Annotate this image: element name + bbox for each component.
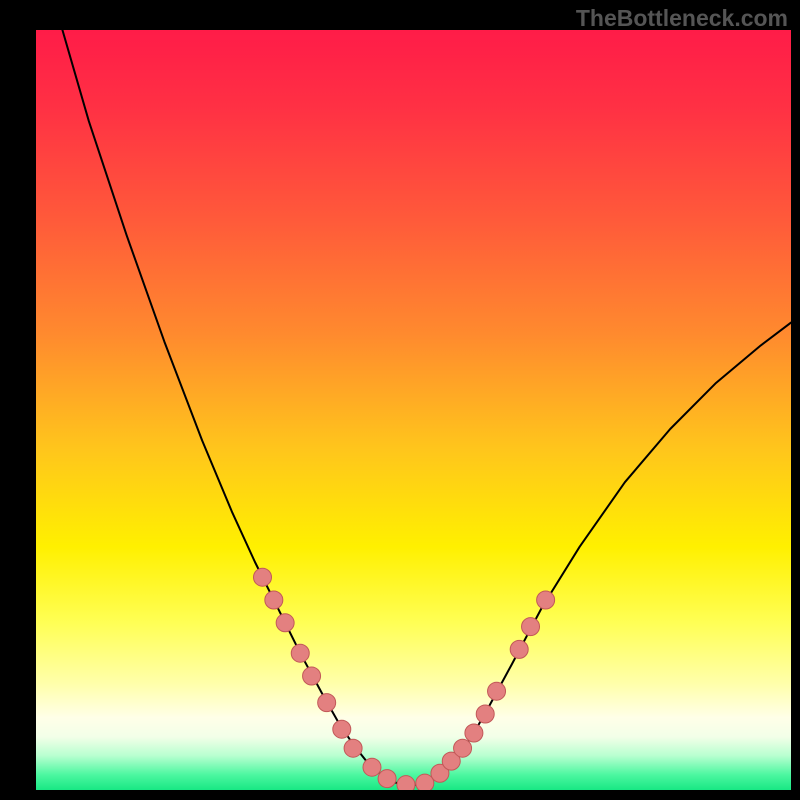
data-marker — [510, 640, 528, 658]
data-marker — [537, 591, 555, 609]
data-marker — [344, 739, 362, 757]
data-marker — [318, 694, 336, 712]
data-marker — [522, 618, 540, 636]
data-marker — [303, 667, 321, 685]
data-marker — [291, 644, 309, 662]
data-marker — [265, 591, 283, 609]
data-marker — [397, 776, 415, 790]
curve-layer — [36, 30, 791, 790]
data-marker — [454, 739, 472, 757]
data-marker — [276, 614, 294, 632]
markers-group — [254, 568, 555, 790]
data-marker — [333, 720, 351, 738]
bottleneck-curve — [62, 30, 791, 785]
chart-plot-area — [36, 30, 791, 790]
data-marker — [254, 568, 272, 586]
data-marker — [488, 682, 506, 700]
data-marker — [476, 705, 494, 723]
watermark-text: TheBottleneck.com — [576, 5, 788, 32]
data-marker — [363, 758, 381, 776]
data-marker — [378, 770, 396, 788]
data-marker — [465, 724, 483, 742]
